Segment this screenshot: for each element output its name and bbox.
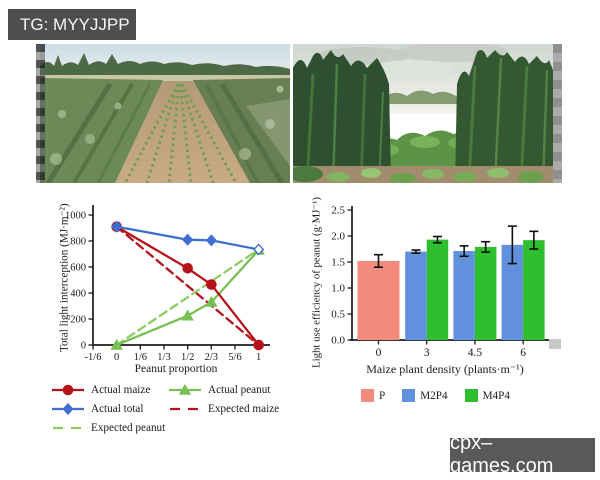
maize-rows-right [193,78,290,183]
legend-label: M4P4 [482,389,510,402]
color-swatch [402,389,416,402]
legend-label: Actual total [91,403,144,415]
foreground-plants [293,166,553,183]
line-marker-swatch [52,403,84,415]
distant-treeline [381,90,463,104]
legend-item: Actual total [50,403,167,415]
legend-item: Expected peanut [50,422,167,434]
maize-left [293,50,391,183]
dashed-line-swatch [170,407,198,411]
dashed-line-swatch [53,426,81,430]
line-marker-swatch [169,384,201,395]
watermark-label: cpx–games.com [450,432,554,477]
svg-text:2/3: 2/3 [205,352,218,363]
legend-item: Actual peanut [167,384,312,396]
svg-text:1/2: 1/2 [181,352,194,363]
legend-label: M2P4 [420,389,448,402]
svg-text:0: 0 [81,341,86,352]
svg-text:1000: 1000 [65,211,86,222]
bar-chart-x-label: Maize plant density (plants·m⁻¹) [366,362,524,376]
legend-label: Actual peanut [208,384,271,396]
distant-field [40,75,290,83]
field-photo-late [293,44,553,183]
treeline [40,53,290,77]
svg-text:0: 0 [114,352,119,363]
maize-rows-left [40,78,163,183]
bar-chart-canvas: 0.0 0.5 1.0 1.5 2.0 2.5 0 3 4.5 6 [331,205,558,359]
field-photo-early [40,44,290,183]
legend-item: Actual maize [50,384,167,396]
svg-text:800: 800 [70,237,86,248]
svg-text:4.5: 4.5 [468,347,483,359]
color-swatch [361,389,374,402]
left-edge-strip [36,44,45,183]
svg-text:1/6: 1/6 [134,352,147,363]
svg-text:3: 3 [424,347,430,359]
tg-tag-label: TG: MYYJJPP [20,14,130,34]
svg-text:0: 0 [376,347,382,359]
svg-text:600: 600 [70,263,86,274]
maize-right [455,50,553,183]
legend-item: M4P4 [464,389,510,402]
legend-label: Expected peanut [91,422,166,434]
svg-text:-1/6: -1/6 [85,352,102,363]
peanut-seedling-rows [123,83,238,183]
line-chart-y-label: Total light interception (MJ·m⁻²) [58,203,71,353]
legend-item: Expected maize [167,403,312,415]
bar-chart-y-label: Light use efficiency of peanut (g·MJ⁻¹) [310,197,323,369]
legend-label: Actual maize [91,384,151,396]
svg-text:1/3: 1/3 [157,352,170,363]
svg-text:5/6: 5/6 [228,352,241,363]
svg-text:200: 200 [70,315,86,326]
color-swatch [464,389,478,402]
gray-artifact [549,339,561,349]
right-edge-strip [553,44,562,183]
legend-item: M2P4 [402,389,448,402]
svg-text:0.0: 0.0 [331,335,345,347]
bar-chart-legend: P M2P4 M4P4 [361,389,510,402]
svg-text:2.5: 2.5 [331,205,345,217]
svg-text:0.5: 0.5 [331,309,345,321]
svg-text:6: 6 [520,347,526,359]
tg-tag: TG: MYYJJPP [8,9,136,40]
watermark: cpx–games.com [450,432,595,477]
line-marker-swatch [52,384,84,396]
legend-label: P [379,389,386,402]
svg-text:1.0: 1.0 [331,283,345,295]
svg-text:1.5: 1.5 [331,257,345,269]
legend-item: P [361,389,385,402]
svg-text:400: 400 [70,289,86,300]
line-chart-x-label: Peanut proportion [134,363,218,375]
svg-text:2.0: 2.0 [331,231,345,243]
svg-text:1: 1 [256,352,261,363]
line-chart-legend: Actual maize Actual peanut Actual total Exp… [50,384,312,434]
legend-label: Expected maize [208,403,280,415]
